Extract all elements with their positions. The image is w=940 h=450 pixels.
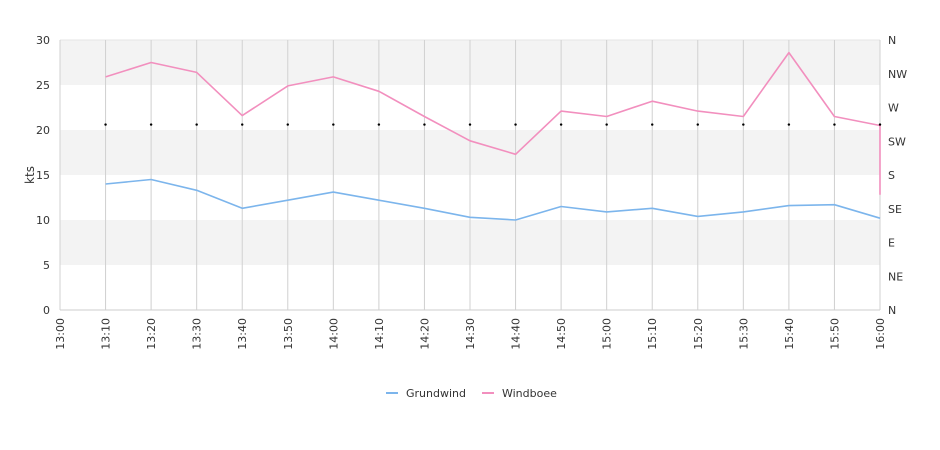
x-tick-label: 13:00 — [54, 318, 67, 350]
x-tick-label: 14:20 — [418, 318, 431, 350]
x-tick-label: 14:40 — [510, 318, 523, 350]
vertical-gridlines — [59, 40, 881, 310]
legend-label: Windboee — [502, 387, 557, 400]
x-tick-label: 14:00 — [327, 318, 340, 350]
x-tick-label: 15:20 — [692, 318, 705, 350]
y-tick-label: 5 — [43, 259, 50, 272]
x-tick-label: 15:10 — [646, 318, 659, 350]
direction-marker — [377, 123, 381, 126]
legend-label: Grundwind — [406, 387, 466, 400]
series-line-windboee — [105, 51, 881, 195]
y2-tick-label: E — [888, 237, 895, 250]
x-tick-label: 15:30 — [737, 318, 750, 350]
y-tick-label: 15 — [36, 169, 50, 182]
y-tick-label: 20 — [36, 124, 50, 137]
x-tick-label: 15:50 — [828, 318, 841, 350]
series-line-grundwind — [105, 178, 881, 221]
direction-marker — [468, 123, 472, 126]
y2-axis-ticks: N NE E SE S SW W NW N — [888, 34, 907, 317]
x-tick-label: 16:00 — [874, 318, 887, 350]
x-tick-label: 13:20 — [145, 318, 158, 350]
direction-marker — [878, 123, 882, 126]
direction-marker — [195, 123, 198, 126]
legend: Grundwind Windboee — [386, 387, 557, 400]
y2-tick-label: SE — [888, 203, 902, 216]
direction-marker — [286, 123, 289, 126]
y-axis-ticks: 0 5 10 15 20 25 30 — [36, 34, 50, 317]
y-tick-label: 30 — [36, 34, 50, 47]
x-tick-label: 14:10 — [373, 318, 386, 350]
y2-tick-label: NE — [888, 270, 903, 283]
x-axis-ticks: 13:00 13:10 13:20 13:30 13:40 13:50 14:00 14:10… — [54, 318, 887, 350]
x-tick-label: 13:30 — [191, 318, 204, 350]
direction-marker — [423, 123, 426, 126]
y2-tick-label: NW — [888, 68, 907, 81]
y-tick-label: 10 — [36, 214, 50, 227]
y2-tick-label: W — [888, 102, 899, 115]
series-group — [104, 51, 882, 221]
direction-marker — [332, 123, 335, 126]
y2-tick-label: N — [888, 34, 896, 47]
direction-marker — [559, 123, 563, 126]
direction-marker — [833, 123, 836, 126]
x-tick-label: 14:50 — [555, 318, 568, 350]
x-tick-label: 15:00 — [601, 318, 614, 350]
direction-marker — [651, 123, 654, 126]
y-tick-label: 25 — [36, 79, 50, 92]
y-tick-label: 0 — [43, 304, 50, 317]
x-tick-label: 15:40 — [783, 318, 796, 350]
x-tick-label: 13:50 — [282, 318, 295, 350]
x-tick-label: 14:30 — [464, 318, 477, 350]
y2-tick-label: N — [888, 304, 896, 317]
direction-marker — [241, 123, 244, 126]
direction-marker — [514, 123, 517, 126]
x-tick-label: 13:10 — [100, 318, 113, 350]
direction-marker — [787, 123, 791, 126]
direction-marker — [742, 123, 745, 126]
direction-marker — [149, 123, 153, 126]
y2-tick-label: SW — [888, 135, 906, 148]
y-axis-title: kts — [23, 166, 37, 184]
x-tick-label: 13:40 — [236, 318, 249, 350]
direction-marker — [696, 123, 699, 126]
direction-marker — [605, 123, 608, 126]
direction-marker — [104, 123, 107, 126]
y2-tick-label: S — [888, 169, 895, 182]
